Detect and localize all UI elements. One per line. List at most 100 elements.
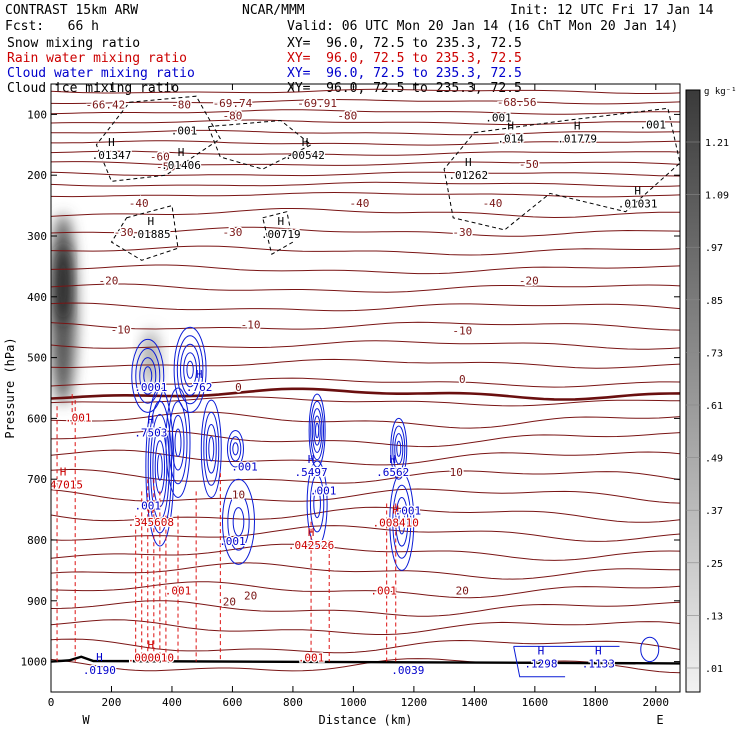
maximum-value-label: .001 xyxy=(485,112,512,125)
maximum-value-label: .001 xyxy=(165,585,192,598)
x-axis-title: Distance (km) xyxy=(319,713,413,727)
cloud-water-contour xyxy=(139,357,157,395)
maximum-value-label: .001 xyxy=(310,484,337,497)
isotherm-label: 0 xyxy=(235,381,242,394)
maximum-marker: H xyxy=(278,215,285,228)
maximum-value-label: .001 xyxy=(395,504,422,517)
isotherm-label: -68.56 xyxy=(497,96,537,109)
field-name: Cloud water mixing ratio xyxy=(7,66,195,81)
isotherm-label: -69.91 xyxy=(297,97,337,110)
isotherm-line xyxy=(51,562,680,580)
surface-line xyxy=(51,655,680,665)
cloud-water-contour xyxy=(392,425,406,473)
maximum-marker: H xyxy=(147,503,154,516)
west-label: W xyxy=(82,713,90,727)
x-tick-label: 1800 xyxy=(582,696,609,709)
cloud-water-contour xyxy=(168,401,188,485)
isotherm-line xyxy=(51,191,680,198)
maximum-marker: H xyxy=(196,368,203,381)
maximum-value-label: .1298 xyxy=(524,658,557,671)
isotherm-label: -40 xyxy=(129,197,149,210)
isotherm-label: -20 xyxy=(99,275,119,288)
maximum-marker: H xyxy=(60,465,67,478)
isotherm-label: -30 xyxy=(114,226,134,239)
maximum-marker: H xyxy=(308,453,315,466)
cloud-water-contour xyxy=(306,460,328,547)
cloud-water-contour xyxy=(232,507,245,537)
y-tick-label: 1000 xyxy=(21,656,48,669)
isotherm-line xyxy=(51,619,680,635)
isotherm-line xyxy=(51,119,680,126)
cloud-water-contour xyxy=(200,399,222,498)
isotherm-line xyxy=(51,468,680,484)
maximum-value-label: .762 xyxy=(186,381,213,394)
isotherm-line xyxy=(51,302,680,312)
isotherm-label: 20 xyxy=(244,590,257,603)
isotherm-line xyxy=(51,411,680,429)
cloud-water-contour xyxy=(154,440,166,494)
cloud-water-contour xyxy=(389,472,415,571)
maximum-value-label: .01347 xyxy=(92,149,132,162)
maximum-value-label: .0039 xyxy=(391,664,424,677)
isotherm-line xyxy=(51,208,680,219)
isotherm-label: -20 xyxy=(519,275,539,288)
colorbar-level: .13 xyxy=(705,611,723,622)
cloud-water-contour xyxy=(174,428,182,457)
isotherm-line xyxy=(51,226,680,237)
field-xy: XY= 96.0, 72.5 to 235.3, 72.5 xyxy=(287,36,522,51)
isotherm-label: 0 xyxy=(459,373,466,386)
valid-time: Valid: 06 UTC Mon 20 Jan 14 (16 ChT Mon … xyxy=(287,19,679,34)
cloud-water-contour xyxy=(227,492,250,551)
isotherm-line xyxy=(51,543,680,561)
maximum-value-label: .001 xyxy=(171,124,198,137)
isotherm-label: -80 xyxy=(223,109,243,122)
snow-shade-core xyxy=(56,244,71,325)
isotherm-label: 10 xyxy=(232,489,245,502)
isotherm-line xyxy=(51,109,680,115)
isotherm-label: -10 xyxy=(111,323,131,336)
cloud-water-contour xyxy=(313,488,321,519)
cloud-water-contour xyxy=(157,453,163,481)
colorbar xyxy=(685,89,701,693)
cloud-water-contour xyxy=(315,422,320,439)
ice-contour xyxy=(95,95,221,182)
maximum-value-label: .0190 xyxy=(83,664,116,677)
maximum-marker: H xyxy=(147,639,154,652)
colorbar-level: .37 xyxy=(705,506,723,517)
maximum-value-label: .345608 xyxy=(128,516,174,529)
y-tick-label: 900 xyxy=(27,595,47,608)
cloud-water-contour xyxy=(392,484,412,559)
cloud-water-contour xyxy=(208,436,215,462)
model-title: CONTRAST 15km ARW xyxy=(5,3,139,18)
isotherm-line xyxy=(51,581,680,599)
maximum-marker: H xyxy=(178,146,185,159)
cloud-water-contour xyxy=(310,400,325,461)
maximum-value-label: .001 xyxy=(135,500,162,513)
colorbar-level: .61 xyxy=(705,401,723,412)
plot-area: -80-80 -80-60-50 -50-40 -40 -40-30 -30 -30-20-… xyxy=(51,88,680,678)
y-tick-label: 500 xyxy=(27,352,47,365)
isotherm-line xyxy=(51,245,680,256)
maximum-marker: H xyxy=(308,526,315,539)
cloud-water-contour xyxy=(398,509,406,535)
isotherm-label: -10 xyxy=(452,324,472,337)
isotherm-label: -66.42 xyxy=(86,98,126,111)
east-label: E xyxy=(656,713,663,727)
isotherm-line xyxy=(51,358,680,369)
maximum-marker: H xyxy=(392,504,399,517)
isotherm-line xyxy=(51,283,680,293)
isotherm-line xyxy=(51,264,680,275)
y-tick-label: 700 xyxy=(27,473,47,486)
maximum-marker: H xyxy=(96,651,103,664)
maximum-value-label: .01779 xyxy=(557,132,597,145)
isotherm-label: -30 xyxy=(452,226,472,239)
cloud-water-contour xyxy=(186,360,194,379)
cloud-water-contour xyxy=(180,343,201,396)
maximum-value-label: .01885 xyxy=(131,228,171,241)
isotherm-label: -50 xyxy=(519,158,539,171)
cloud-water-contour xyxy=(390,417,408,480)
isotherm-label: 20 xyxy=(223,596,236,609)
maximum-value-label: .001 xyxy=(370,585,397,598)
isotherm-line xyxy=(51,171,680,177)
